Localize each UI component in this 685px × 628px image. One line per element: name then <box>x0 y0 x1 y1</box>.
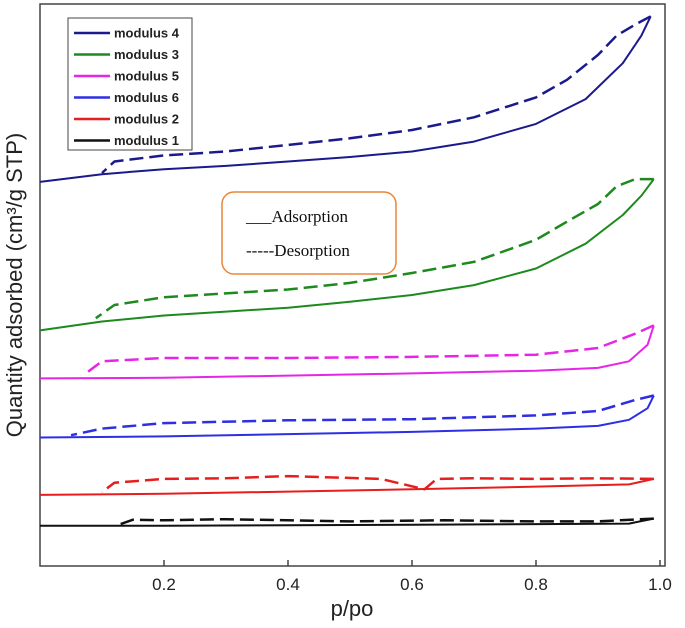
modulus-3-adsorption-line <box>39 178 655 332</box>
modulus-1-adsorption-line <box>40 517 654 527</box>
y-axis-title: Quantity adsorbed (cm³/g STP) <box>2 133 27 437</box>
legend-label: modulus 6 <box>114 90 179 105</box>
modulus-4-adsorption-line <box>39 15 652 183</box>
legend-label: modulus 3 <box>114 47 179 62</box>
x-tick-label: 0.4 <box>276 575 300 594</box>
legend-label: modulus 5 <box>114 69 179 84</box>
x-axis-title: p/po <box>331 596 374 621</box>
x-tick-label: 0.8 <box>524 575 548 594</box>
curves-layer <box>39 15 655 527</box>
legend-label: modulus 4 <box>114 26 180 41</box>
modulus-6-adsorption-line <box>39 395 655 439</box>
adsorption-note: ___Adsorption <box>245 207 349 226</box>
modulus-1-desorption-line <box>120 517 654 526</box>
x-tick-label: 0.2 <box>152 575 176 594</box>
modulus-5-desorption-line <box>82 324 655 377</box>
legend-label: modulus 1 <box>114 133 179 148</box>
modulus-6-desorption-line <box>70 394 655 437</box>
modulus-2-desorption-line <box>101 474 654 494</box>
legend-label: modulus 2 <box>114 112 179 127</box>
legend-items: modulus 4 modulus 3 modulus 5 modulus 6 modu… <box>74 26 180 148</box>
modulus-4-desorption-line <box>101 15 652 174</box>
x-axis-ticks: 0.2 0.4 0.6 0.8 1.0 <box>152 560 672 594</box>
legend: modulus 4 modulus 3 modulus 5 modulus 6 modu… <box>67 17 193 151</box>
modulus-5-adsorption-line <box>39 325 655 380</box>
x-tick-label: 1.0 <box>648 575 672 594</box>
modulus-3-desorption-line <box>95 177 654 320</box>
legend-box <box>67 17 193 151</box>
adsorption-desorption-note: ___Adsorption -----Desorption <box>221 191 397 275</box>
modulus-2-adsorption-line <box>39 477 655 496</box>
desorption-note: -----Desorption <box>246 241 350 260</box>
plot-frame <box>39 3 666 567</box>
note-box <box>221 191 397 275</box>
x-tick-label: 0.6 <box>400 575 424 594</box>
